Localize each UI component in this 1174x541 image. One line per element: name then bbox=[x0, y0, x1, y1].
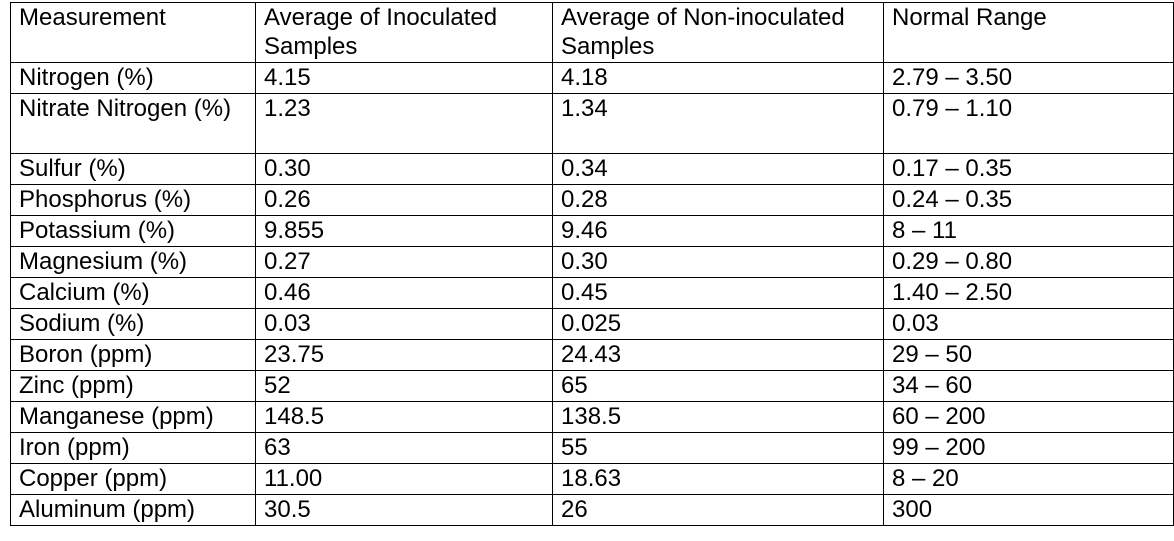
cell-normal-range: 29 – 50 bbox=[883, 339, 1174, 371]
table-row: Sodium (%) 0.03 0.025 0.03 bbox=[10, 308, 1174, 340]
cell-measurement: Calcium (%) bbox=[10, 277, 256, 309]
cell-normal-range: 0.24 – 0.35 bbox=[883, 184, 1174, 216]
cell-measurement: Zinc (ppm) bbox=[10, 370, 256, 402]
table-row: Copper (ppm) 11.00 18.63 8 – 20 bbox=[10, 463, 1174, 495]
cell-non-inoculated: 138.5 bbox=[552, 401, 884, 433]
table-row: Nitrate Nitrogen (%) 1.23 1.34 0.79 – 1.… bbox=[10, 93, 1174, 154]
table-row: Boron (ppm) 23.75 24.43 29 – 50 bbox=[10, 339, 1174, 371]
cell-measurement: Sulfur (%) bbox=[10, 153, 256, 185]
header-normal-range: Normal Range bbox=[883, 2, 1174, 63]
header-inoculated-average: Average of Inoculated Samples bbox=[255, 2, 553, 63]
cell-non-inoculated: 0.34 bbox=[552, 153, 884, 185]
cell-non-inoculated: 4.18 bbox=[552, 62, 884, 94]
cell-measurement: Sodium (%) bbox=[10, 308, 256, 340]
cell-normal-range: 8 – 20 bbox=[883, 463, 1174, 495]
table-row: Sulfur (%) 0.30 0.34 0.17 – 0.35 bbox=[10, 153, 1174, 185]
cell-non-inoculated: 55 bbox=[552, 432, 884, 464]
cell-measurement: Aluminum (ppm) bbox=[10, 494, 256, 526]
cell-measurement: Potassium (%) bbox=[10, 215, 256, 247]
cell-inoculated: 0.26 bbox=[255, 184, 553, 216]
table-row: Magnesium (%) 0.27 0.30 0.29 – 0.80 bbox=[10, 246, 1174, 278]
cell-inoculated: 0.27 bbox=[255, 246, 553, 278]
table-row: Zinc (ppm) 52 65 34 – 60 bbox=[10, 370, 1174, 402]
cell-non-inoculated: 1.34 bbox=[552, 93, 884, 154]
cell-measurement: Boron (ppm) bbox=[10, 339, 256, 371]
cell-measurement: Nitrogen (%) bbox=[10, 62, 256, 94]
table-row: Iron (ppm) 63 55 99 – 200 bbox=[10, 432, 1174, 464]
cell-normal-range: 60 – 200 bbox=[883, 401, 1174, 433]
cell-normal-range: 99 – 200 bbox=[883, 432, 1174, 464]
cell-measurement: Phosphorus (%) bbox=[10, 184, 256, 216]
cell-inoculated: 63 bbox=[255, 432, 553, 464]
cell-normal-range: 0.29 – 0.80 bbox=[883, 246, 1174, 278]
cell-inoculated: 11.00 bbox=[255, 463, 553, 495]
cell-inoculated: 0.46 bbox=[255, 277, 553, 309]
cell-non-inoculated: 0.30 bbox=[552, 246, 884, 278]
cell-measurement: Nitrate Nitrogen (%) bbox=[10, 93, 256, 154]
cell-normal-range: 2.79 – 3.50 bbox=[883, 62, 1174, 94]
cell-measurement: Manganese (ppm) bbox=[10, 401, 256, 433]
cell-inoculated: 148.5 bbox=[255, 401, 553, 433]
table-header: Measurement Average of Inoculated Sample… bbox=[10, 2, 1174, 63]
cell-normal-range: 0.79 – 1.10 bbox=[883, 93, 1174, 154]
cell-inoculated: 0.30 bbox=[255, 153, 553, 185]
cell-inoculated: 1.23 bbox=[255, 93, 553, 154]
table-row: Calcium (%) 0.46 0.45 1.40 – 2.50 bbox=[10, 277, 1174, 309]
cell-inoculated: 30.5 bbox=[255, 494, 553, 526]
table-row: Aluminum (ppm) 30.5 26 300 bbox=[10, 494, 1174, 526]
table-row: Manganese (ppm) 148.5 138.5 60 – 200 bbox=[10, 401, 1174, 433]
cell-non-inoculated: 0.45 bbox=[552, 277, 884, 309]
cell-normal-range: 8 – 11 bbox=[883, 215, 1174, 247]
header-row: Measurement Average of Inoculated Sample… bbox=[10, 2, 1174, 63]
cell-non-inoculated: 9.46 bbox=[552, 215, 884, 247]
header-measurement: Measurement bbox=[10, 2, 256, 63]
table-row: Potassium (%) 9.855 9.46 8 – 11 bbox=[10, 215, 1174, 247]
cell-inoculated: 23.75 bbox=[255, 339, 553, 371]
table-row: Nitrogen (%) 4.15 4.18 2.79 – 3.50 bbox=[10, 62, 1174, 94]
cell-non-inoculated: 26 bbox=[552, 494, 884, 526]
cell-normal-range: 0.17 – 0.35 bbox=[883, 153, 1174, 185]
table-body: Nitrogen (%) 4.15 4.18 2.79 – 3.50 Nitra… bbox=[10, 62, 1174, 526]
cell-measurement: Iron (ppm) bbox=[10, 432, 256, 464]
measurement-table: Measurement Average of Inoculated Sample… bbox=[10, 2, 1174, 526]
cell-non-inoculated: 18.63 bbox=[552, 463, 884, 495]
cell-non-inoculated: 0.28 bbox=[552, 184, 884, 216]
table-row: Phosphorus (%) 0.26 0.28 0.24 – 0.35 bbox=[10, 184, 1174, 216]
cell-measurement: Magnesium (%) bbox=[10, 246, 256, 278]
cell-inoculated: 52 bbox=[255, 370, 553, 402]
cell-measurement: Copper (ppm) bbox=[10, 463, 256, 495]
cell-normal-range: 34 – 60 bbox=[883, 370, 1174, 402]
cell-normal-range: 1.40 – 2.50 bbox=[883, 277, 1174, 309]
cell-inoculated: 4.15 bbox=[255, 62, 553, 94]
cell-inoculated: 0.03 bbox=[255, 308, 553, 340]
header-non-inoculated-average: Average of Non-inoculated Samples bbox=[552, 2, 884, 63]
cell-non-inoculated: 0.025 bbox=[552, 308, 884, 340]
cell-non-inoculated: 24.43 bbox=[552, 339, 884, 371]
cell-normal-range: 0.03 bbox=[883, 308, 1174, 340]
cell-normal-range: 300 bbox=[883, 494, 1174, 526]
cell-inoculated: 9.855 bbox=[255, 215, 553, 247]
cell-non-inoculated: 65 bbox=[552, 370, 884, 402]
